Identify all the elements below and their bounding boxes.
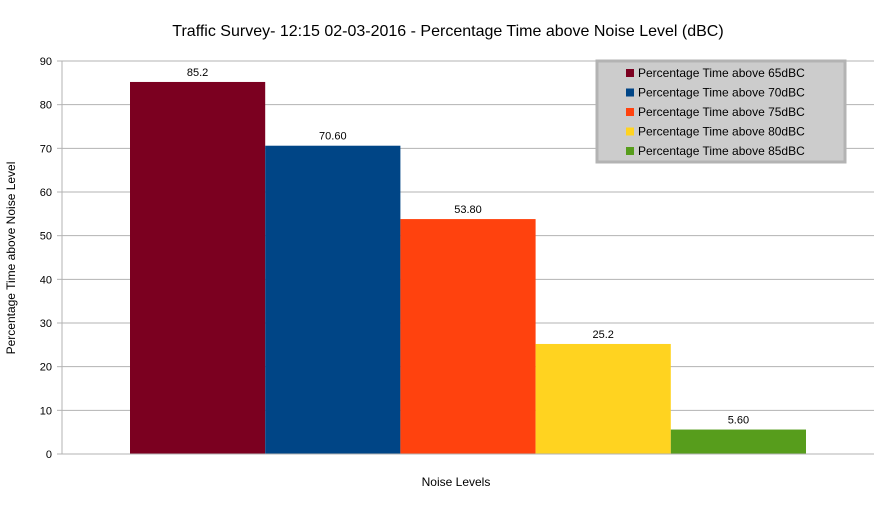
bar-series-5 [670, 429, 806, 454]
data-label: 25.2 [592, 329, 613, 341]
data-label: 85.2 [187, 67, 208, 79]
legend-swatch [626, 108, 634, 116]
legend-swatch [626, 147, 634, 155]
y-tick-label: 80 [40, 100, 52, 112]
legend-box [595, 59, 847, 164]
y-tick-label: 0 [46, 449, 52, 461]
legend-entry: Percentage Time above 75dBC [638, 105, 805, 119]
data-label: 53.80 [454, 204, 482, 216]
bar-series-4 [535, 343, 671, 454]
y-tick-label: 70 [40, 143, 52, 155]
data-label: 70.60 [319, 131, 347, 143]
y-tick-label: 40 [40, 274, 52, 286]
legend-entry: Percentage Time above 80dBC [638, 125, 805, 139]
bar-series-3 [400, 219, 536, 454]
y-tick-label: 10 [40, 405, 52, 417]
legend-entry: Percentage Time above 70dBC [638, 86, 805, 100]
legend-swatch [626, 127, 634, 136]
bar-series-2 [265, 145, 401, 455]
bar-series-1 [130, 81, 266, 455]
y-tick-label: 90 [40, 56, 52, 68]
legend-entry: Percentage Time above 85dBC [638, 144, 805, 158]
y-tick-label: 50 [40, 231, 52, 243]
y-tick-label: 20 [40, 362, 52, 374]
data-labels: 85.2 70.60 53.80 25.2 5.60 [187, 67, 749, 427]
y-tick-label: 30 [40, 318, 52, 330]
legend: Percentage Time above 65dBC Percentage Ti… [595, 59, 847, 164]
legend-entry: Percentage Time above 65dBC [638, 66, 805, 80]
legend-swatch [626, 88, 634, 97]
bars [130, 81, 806, 455]
y-axis-ticks: 0 10 20 30 40 50 60 70 80 90 [40, 56, 62, 461]
legend-swatch [626, 69, 634, 77]
x-axis-label: Noise Levels [422, 475, 491, 489]
chart-title: Traffic Survey- 12:15 02-03-2016 - Perce… [172, 23, 723, 40]
y-tick-label: 60 [40, 187, 52, 199]
y-axis-label: Percentage Time above Noise Level [4, 162, 18, 355]
data-label: 5.60 [728, 415, 749, 427]
